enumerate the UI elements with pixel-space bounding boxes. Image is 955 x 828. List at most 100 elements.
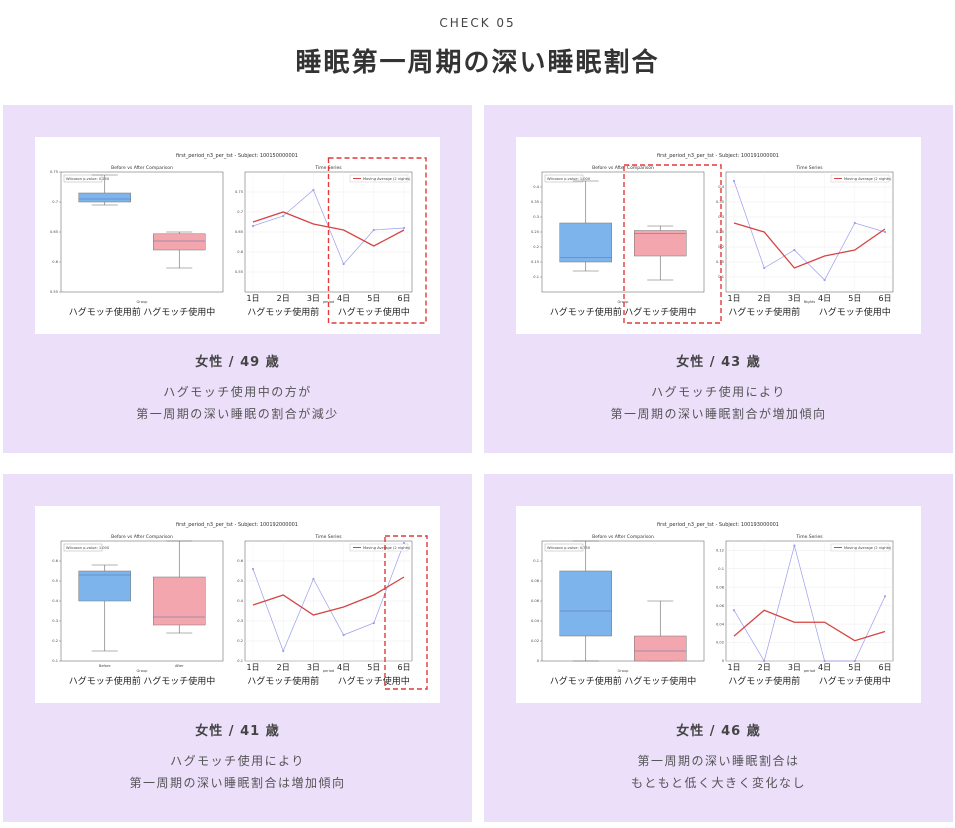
result-card: first_period_n3_per_tst - Subject: 10019… (484, 105, 953, 453)
subject-profile: 女性 / 41 歳 (195, 724, 280, 739)
legend-frame (349, 543, 409, 552)
nightly-series-line (733, 180, 886, 281)
comparison-chart: first_period_n3_per_tst - Subject: 10019… (531, 522, 894, 687)
ts-panel-frame (725, 540, 894, 662)
ts-y-tick-label: 0.55 (235, 270, 243, 274)
nightly-point (883, 595, 887, 598)
box-y-tick-label: 0.08 (531, 579, 540, 583)
nightly-point (853, 221, 856, 225)
group-label-after: ハグモッチ使用中 (624, 306, 696, 318)
legend-frame (830, 543, 890, 552)
comparison-figure: first_period_n3_per_tst - Subject: 10019… (35, 506, 440, 703)
nightly-point (732, 179, 736, 183)
nightly-point (312, 188, 315, 192)
chart-suptitle: first_period_n3_per_tst - Subject: 10019… (657, 522, 779, 528)
legend-label: Moving Average (2 nights) (844, 177, 892, 181)
after-box-iqr (634, 230, 687, 257)
ts-y-tick-label: 0.2 (237, 639, 243, 643)
page-title: 睡眠第一周期の深い睡眠割合 (295, 48, 660, 78)
day-label: 3日 (307, 663, 320, 672)
day-label: 4日 (337, 663, 350, 672)
comparison-chart: first_period_n3_per_tst - Subject: 10015… (50, 153, 427, 324)
nightly-point (312, 577, 315, 581)
box-y-tick-label: 0.65 (50, 230, 58, 234)
ts-x-axis-label: Nights (804, 300, 816, 304)
box-panel-title: Before vs After Comparison (592, 534, 654, 540)
nightly-point (823, 659, 826, 663)
day-label: 4日 (818, 294, 831, 303)
ts-y-tick-label: 0.6 (237, 250, 243, 254)
stat-box: Wilcoxon p-value: 1.000 (63, 543, 110, 552)
comparison-figure: first_period_n3_per_tst - Subject: 10019… (516, 137, 921, 334)
box-panel-frame (60, 171, 224, 293)
stat-box-frame (63, 174, 103, 183)
ts-y-tick-label: 0.1 (237, 659, 243, 663)
nightly-point (282, 649, 285, 653)
nightly-point (372, 228, 375, 232)
nightly-point (402, 226, 406, 230)
box-y-tick-label: 0.1 (533, 275, 539, 279)
box-y-tick-label: 0.55 (50, 290, 58, 294)
box-y-tick-label: 0.6 (52, 559, 58, 563)
ts-y-tick-label: 0.65 (235, 230, 243, 234)
day-label: 6日 (878, 294, 891, 303)
ts-y-tick-label: 0.7 (237, 210, 243, 214)
highlight-box (623, 164, 722, 324)
day-label: 6日 (397, 294, 410, 303)
stat-text: Wilcoxon p-value: 1.000 (547, 177, 591, 181)
nightly-point (282, 214, 285, 218)
group-label-before: ハグモッチ使用前 (550, 306, 622, 318)
box-y-tick-label: 0.02 (531, 639, 539, 643)
period-label-after: ハグモッチ使用中 (338, 306, 410, 318)
box-y-tick-label: 0.4 (52, 599, 58, 603)
day-label: 6日 (878, 663, 891, 672)
ts-y-tick-label: 0.12 (716, 548, 724, 552)
day-label: 5日 (848, 294, 861, 303)
ts-y-tick-label: 0.6 (237, 559, 243, 563)
ts-y-tick-label: 0.3 (718, 215, 724, 219)
before-box-iqr (78, 192, 131, 203)
nightly-point (853, 659, 856, 663)
result-description-line1: ハグモッチ使用中の方が (163, 385, 312, 399)
stat-text: Wilcoxon p-value: 1.000 (66, 546, 110, 550)
day-label: 5日 (367, 663, 380, 672)
legend-label: Moving Average (2 nights) (363, 546, 411, 550)
stat-box: Wilcoxon p-value: 0.750 (544, 543, 591, 552)
box-y-tick-label: 0.3 (533, 215, 539, 219)
period-label-after: ハグモッチ使用中 (819, 675, 891, 687)
result-card: first_period_n3_per_tst - Subject: 10019… (484, 474, 953, 822)
comparison-figure: first_period_n3_per_tst - Subject: 10015… (35, 137, 440, 334)
box-y-tick-label: 0.6 (52, 260, 58, 264)
legend-frame (349, 174, 409, 183)
result-description-line1: ハグモッチ使用により (170, 754, 305, 768)
ts-y-tick-label: 0.04 (716, 622, 725, 626)
box-y-tick-label: 0.25 (531, 230, 539, 234)
moving-average-line (733, 222, 886, 269)
ts-y-tick-label: 0.3 (237, 619, 243, 623)
result-card: first_period_n3_per_tst - Subject: 10015… (3, 105, 472, 453)
ts-y-tick-label: 0.4 (718, 185, 724, 189)
ts-legend: Moving Average (2 nights) (830, 174, 892, 183)
comparison-chart: first_period_n3_per_tst - Subject: 10019… (52, 522, 428, 690)
nightly-point (372, 621, 375, 625)
result-description-line1: 第一周期の深い睡眠割合は (637, 754, 800, 768)
result-description-line2: 第一周期の深い睡眠割合が増加傾向 (610, 407, 827, 421)
period-label-before: ハグモッチ使用前 (728, 675, 800, 687)
box-y-tick-label: 0.04 (531, 619, 540, 623)
before-box-iqr (559, 570, 612, 637)
chart-suptitle: first_period_n3_per_tst - Subject: 10019… (657, 153, 779, 159)
day-label: 3日 (788, 663, 801, 672)
nightly-point (342, 262, 345, 266)
subject-profile: 女性 / 43 歳 (676, 355, 761, 370)
ts-panel-title: Time Series (314, 534, 342, 540)
day-label: 3日 (307, 294, 320, 303)
before-box-iqr (78, 570, 131, 602)
nightly-series-line (733, 544, 886, 662)
ts-legend: Moving Average (2 nights) (349, 543, 411, 552)
result-description-line2: 第一周期の深い睡眠の割合が減少 (136, 407, 339, 421)
day-label: 1日 (246, 294, 259, 303)
ts-y-tick-label: 0.25 (716, 230, 724, 234)
day-label: 2日 (758, 294, 771, 303)
legend-label: Moving Average (2 nights) (844, 546, 892, 550)
box-x-tick-label: Before (99, 664, 112, 668)
